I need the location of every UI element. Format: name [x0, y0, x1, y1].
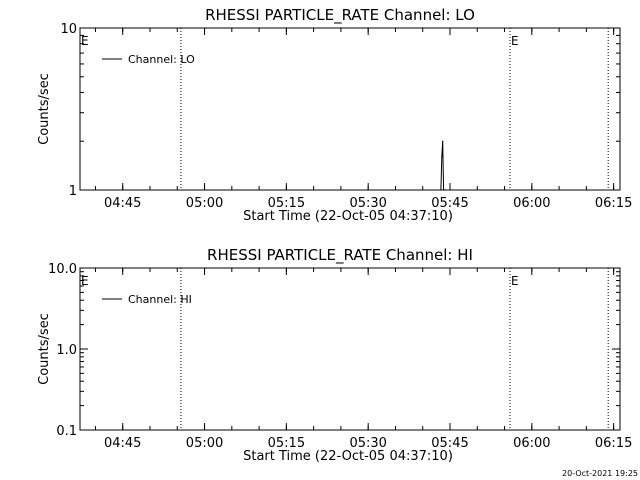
- event-marker: E: [511, 34, 519, 48]
- x-tick-label: 06:00: [513, 196, 550, 211]
- data-point: [442, 140, 444, 142]
- footer-timestamp: 20-Oct-2021 19:25: [562, 469, 638, 478]
- event-marker: E: [81, 34, 89, 48]
- x-tick-label: 06:00: [513, 436, 550, 451]
- series-line: [440, 141, 446, 191]
- chart-title: RHESSI PARTICLE_RATE Channel: LO: [205, 6, 475, 25]
- y-tick-label: 1.0: [56, 343, 77, 358]
- x-axis-label: Start Time (22-Oct-05 04:37:10): [243, 449, 453, 464]
- x-tick-label: 04:45: [104, 196, 141, 211]
- y-tick-label: 10.0: [48, 262, 77, 277]
- event-marker: E: [81, 274, 89, 288]
- y-axis-label: Counts/sec: [37, 73, 52, 145]
- data-point: [443, 189, 445, 191]
- chart-lo-channel: RHESSI PARTICLE_RATE Channel: LO 04:45 05:…: [37, 6, 632, 224]
- x-tick-label: 05:15: [268, 196, 305, 211]
- event-marker: E: [511, 274, 519, 288]
- x-tick-label: 05:30: [349, 196, 386, 211]
- chart-hi-channel: RHESSI PARTICLE_RATE Channel: HI 04:45 05:…: [37, 246, 632, 464]
- plot-frame: [79, 27, 621, 191]
- y-axis-label: Counts/sec: [37, 313, 52, 385]
- y-tick-label: 1: [69, 184, 77, 199]
- x-tick-label: 06:15: [595, 436, 632, 451]
- x-tick-label: 06:15: [595, 196, 632, 211]
- x-tick-label: 05:15: [268, 436, 305, 451]
- x-tick-label: 05:00: [186, 436, 223, 451]
- data-point: [440, 189, 442, 191]
- x-axis-label: Start Time (22-Oct-05 04:37:10): [243, 209, 453, 224]
- x-tick-label: 05:45: [431, 436, 468, 451]
- chart-title: RHESSI PARTICLE_RATE Channel: HI: [207, 246, 473, 265]
- x-tick-label: 05:30: [349, 436, 386, 451]
- data-point: [443, 189, 446, 191]
- x-tick-label: 04:45: [104, 436, 141, 451]
- x-tick-label: 05:45: [431, 196, 468, 211]
- y-tick-label: 0.1: [56, 424, 77, 439]
- data-point: [441, 156, 443, 158]
- legend-entry: Channel: HI: [128, 293, 192, 306]
- y-tick-label: 10: [60, 22, 77, 37]
- legend-entry: Channel: LO: [128, 53, 195, 66]
- x-tick-label: 05:00: [186, 196, 223, 211]
- data-point: [444, 189, 447, 191]
